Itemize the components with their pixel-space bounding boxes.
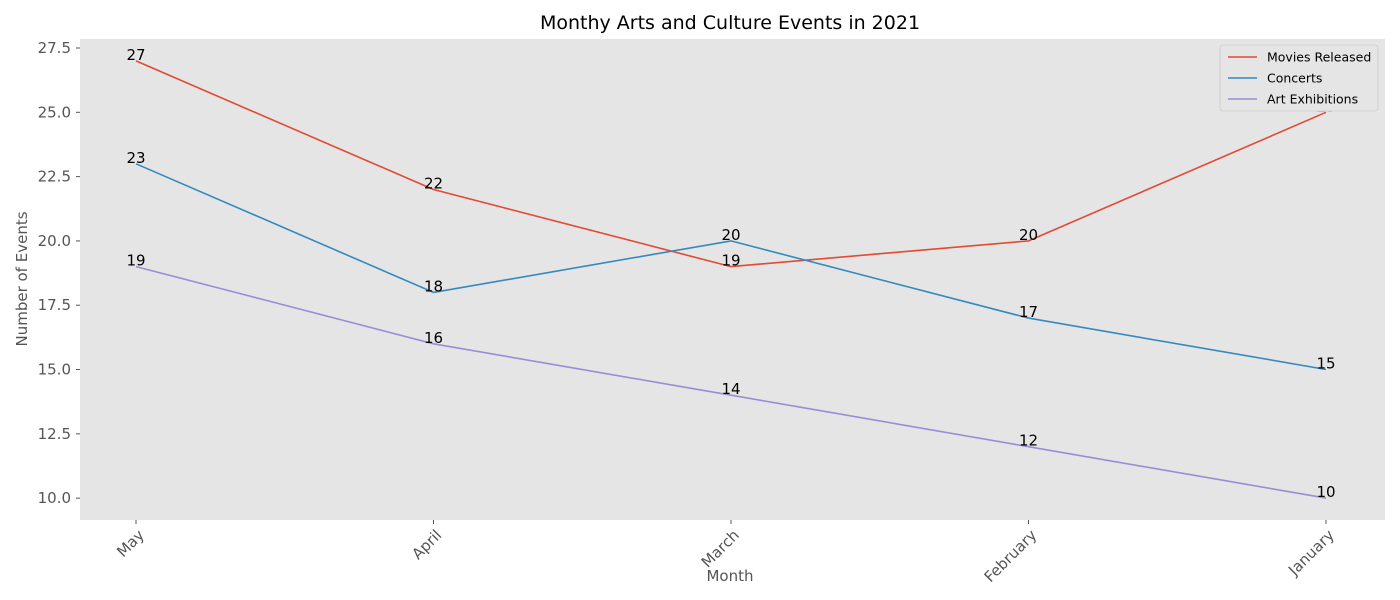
x-axis-label: Month xyxy=(706,567,753,585)
legend-entry: Concerts xyxy=(1267,71,1322,86)
y-tick-label: 10.0 xyxy=(38,489,71,507)
y-tick-label: 12.5 xyxy=(38,425,71,443)
data-label: 20 xyxy=(1019,226,1038,244)
chart-title: Monthy Arts and Culture Events in 2021 xyxy=(540,12,920,34)
data-label: 22 xyxy=(424,174,443,192)
data-label: 19 xyxy=(721,252,740,270)
data-label: 23 xyxy=(126,149,145,167)
y-tick-label: 25.0 xyxy=(38,103,71,121)
plot-area xyxy=(80,39,1385,520)
data-label: 27 xyxy=(126,46,145,64)
data-label: 10 xyxy=(1316,483,1335,501)
y-tick-label: 15.0 xyxy=(38,361,71,379)
data-label: 17 xyxy=(1019,303,1038,321)
x-tick-label: February xyxy=(981,526,1041,586)
data-label: 19 xyxy=(126,252,145,270)
series-line xyxy=(135,265,1327,499)
legend-box xyxy=(1219,44,1379,112)
x-tick-label: January xyxy=(1284,526,1338,580)
series-layer xyxy=(135,60,1327,499)
series-line xyxy=(135,60,1327,268)
x-tick-label: May xyxy=(113,526,148,561)
legend-entry: Art Exhibitions xyxy=(1267,92,1358,107)
data-label: 16 xyxy=(424,329,443,347)
data-label: 14 xyxy=(721,380,740,398)
data-label: 18 xyxy=(424,277,443,295)
x-tick-label: March xyxy=(698,526,743,571)
series-line xyxy=(135,163,1327,371)
y-tick-label: 17.5 xyxy=(38,296,71,314)
data-label: 20 xyxy=(721,226,740,244)
legend-entry: Movies Released xyxy=(1267,50,1371,65)
data-label: 12 xyxy=(1019,432,1038,450)
x-tick-label: April xyxy=(408,526,445,563)
y-tick-label: 27.5 xyxy=(38,39,71,57)
y-axis-label: Number of Events xyxy=(13,211,31,346)
legend: Movies Released Concerts Art Exhibitions xyxy=(1219,44,1379,112)
y-tick-label: 22.5 xyxy=(38,168,71,186)
y-tick-label: 20.0 xyxy=(38,232,71,250)
y-axis: 10.0 12.5 15.0 17.5 20.0 22.5 25.0 27.5 xyxy=(38,39,80,507)
data-label: 15 xyxy=(1316,355,1335,373)
